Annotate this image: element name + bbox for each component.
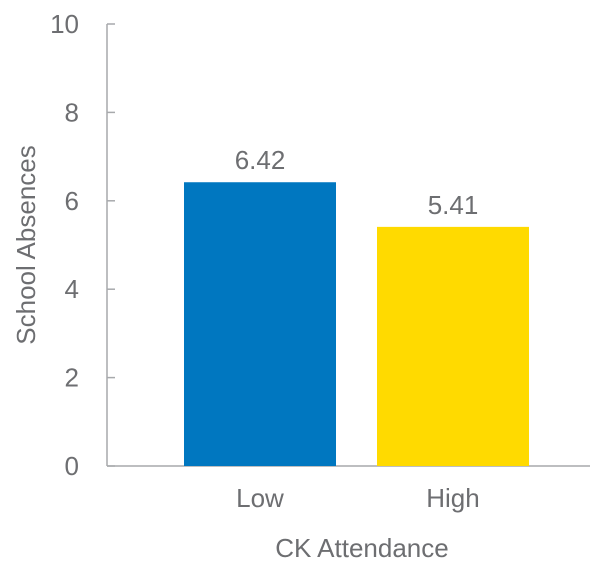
y-tick-label: 0 <box>65 451 79 481</box>
y-tick-label: 8 <box>65 97 79 127</box>
category-labels: Low High <box>236 483 480 513</box>
y-axis: 0 2 4 6 8 10 <box>50 9 115 481</box>
bar-low <box>184 182 336 466</box>
y-tick-label: 4 <box>65 274 79 304</box>
y-axis-title: School Absences <box>11 145 41 344</box>
bar-high <box>377 226 529 466</box>
value-labels: 6.42 5.41 <box>235 145 479 220</box>
bar-value-label: 5.41 <box>428 190 479 220</box>
y-tick-label: 6 <box>65 186 79 216</box>
x-axis-title: CK Attendance <box>275 533 448 563</box>
x-category-label: High <box>426 483 479 513</box>
bars <box>184 182 529 466</box>
y-tick-label: 10 <box>50 9 79 39</box>
bar-value-label: 6.42 <box>235 145 286 175</box>
y-tick-label: 2 <box>65 363 79 393</box>
x-category-label: Low <box>236 483 284 513</box>
